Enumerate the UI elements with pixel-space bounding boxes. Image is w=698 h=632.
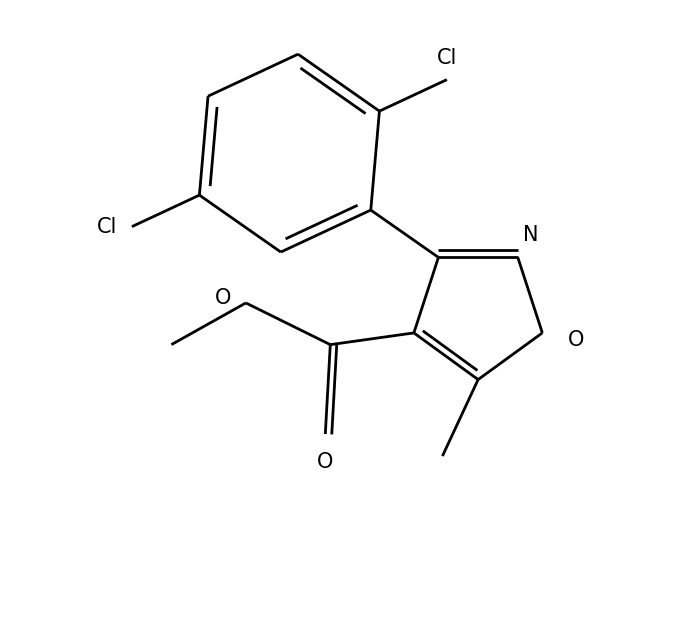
Text: Cl: Cl xyxy=(96,217,117,236)
Text: O: O xyxy=(568,330,584,349)
Text: Cl: Cl xyxy=(437,47,457,68)
Text: O: O xyxy=(317,452,334,472)
Text: O: O xyxy=(214,288,231,308)
Text: N: N xyxy=(523,225,538,245)
